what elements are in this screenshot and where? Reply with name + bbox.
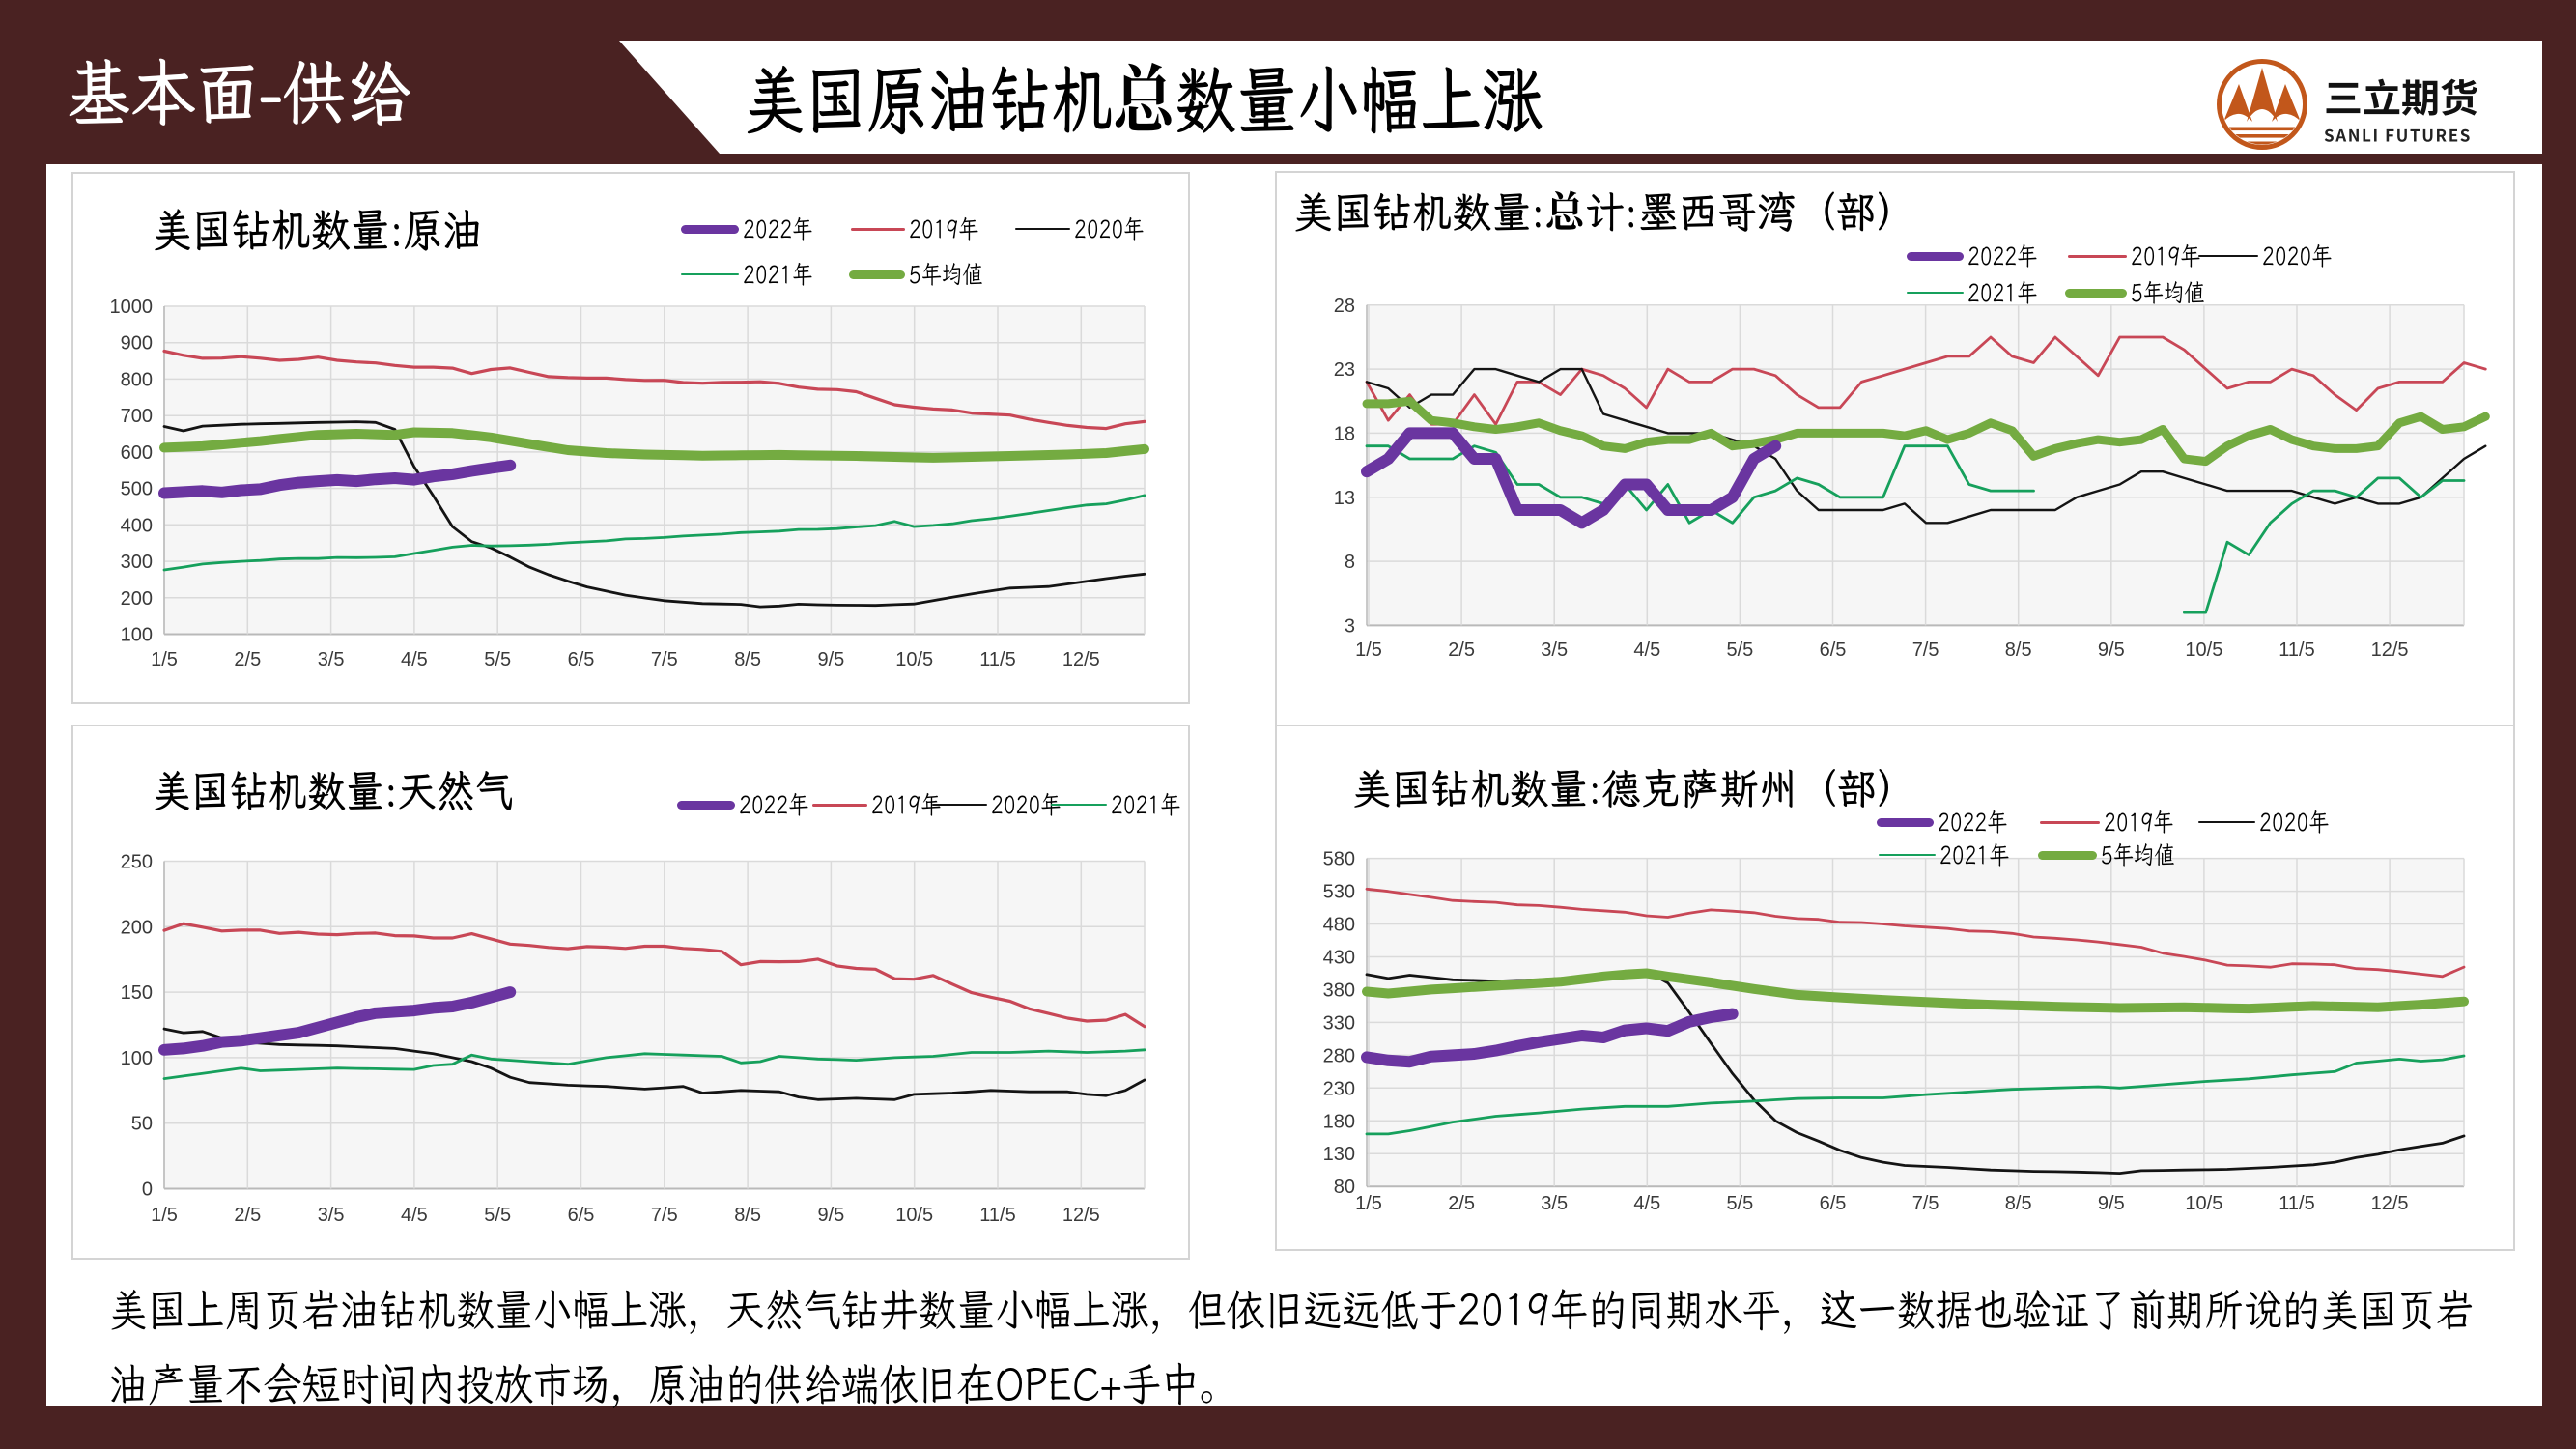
svg-text:11/5: 11/5 [2279, 639, 2314, 661]
svg-text:12/5: 12/5 [2371, 1193, 2409, 1214]
svg-text:250: 250 [121, 852, 153, 873]
svg-text:130: 130 [1323, 1144, 1355, 1165]
svg-text:2/5: 2/5 [1448, 1193, 1475, 1214]
svg-text:10/5: 10/5 [895, 1205, 933, 1226]
svg-text:230: 230 [1323, 1078, 1355, 1099]
svg-text:400: 400 [121, 515, 153, 536]
svg-text:700: 700 [121, 406, 153, 427]
svg-text:100: 100 [121, 1048, 153, 1069]
svg-text:1/5: 1/5 [1355, 639, 1382, 661]
svg-text:380: 380 [1323, 980, 1355, 1001]
svg-text:4/5: 4/5 [401, 649, 428, 670]
svg-text:150: 150 [121, 982, 153, 1004]
svg-text:23: 23 [1334, 359, 1355, 381]
svg-text:600: 600 [121, 442, 153, 464]
svg-text:8: 8 [1345, 552, 1355, 573]
svg-text:430: 430 [1323, 948, 1355, 969]
svg-text:4/5: 4/5 [1633, 639, 1660, 661]
svg-text:200: 200 [121, 588, 153, 610]
svg-text:3/5: 3/5 [318, 1205, 345, 1226]
svg-text:10/5: 10/5 [895, 649, 933, 670]
svg-text:9/5: 9/5 [817, 1205, 844, 1226]
svg-text:330: 330 [1323, 1012, 1355, 1034]
svg-text:0: 0 [142, 1179, 153, 1201]
svg-text:13: 13 [1334, 488, 1355, 509]
svg-text:480: 480 [1323, 915, 1355, 936]
svg-text:6/5: 6/5 [1820, 1193, 1847, 1214]
svg-text:100: 100 [121, 625, 153, 646]
svg-text:11/5: 11/5 [979, 649, 1015, 670]
svg-text:8/5: 8/5 [734, 1205, 761, 1226]
svg-text:28: 28 [1334, 296, 1355, 317]
svg-text:3/5: 3/5 [1541, 639, 1568, 661]
svg-text:8/5: 8/5 [734, 649, 761, 670]
svg-text:2/5: 2/5 [1448, 639, 1475, 661]
svg-text:800: 800 [121, 369, 153, 390]
svg-text:4/5: 4/5 [1633, 1193, 1660, 1214]
svg-text:500: 500 [121, 479, 153, 500]
svg-text:8/5: 8/5 [2005, 639, 2032, 661]
svg-text:50: 50 [131, 1114, 153, 1135]
svg-text:5/5: 5/5 [484, 1205, 511, 1226]
svg-text:6/5: 6/5 [568, 1205, 595, 1226]
svg-text:2/5: 2/5 [234, 1205, 261, 1226]
svg-text:2/5: 2/5 [234, 649, 261, 670]
svg-text:180: 180 [1323, 1111, 1355, 1132]
svg-text:7/5: 7/5 [1912, 1193, 1939, 1214]
svg-text:530: 530 [1323, 882, 1355, 903]
svg-text:9/5: 9/5 [2098, 639, 2125, 661]
svg-text:300: 300 [121, 552, 153, 573]
svg-text:5/5: 5/5 [1726, 639, 1753, 661]
svg-text:200: 200 [121, 917, 153, 938]
svg-text:7/5: 7/5 [1912, 639, 1939, 661]
svg-text:3/5: 3/5 [1541, 1193, 1568, 1214]
svg-text:12/5: 12/5 [1062, 649, 1100, 670]
svg-text:11/5: 11/5 [979, 1205, 1015, 1226]
svg-text:1/5: 1/5 [151, 1205, 178, 1226]
svg-text:10/5: 10/5 [2185, 639, 2222, 661]
svg-text:6/5: 6/5 [568, 649, 595, 670]
svg-text:3: 3 [1345, 615, 1355, 637]
svg-text:6/5: 6/5 [1820, 639, 1847, 661]
svg-text:900: 900 [121, 333, 153, 355]
svg-text:1/5: 1/5 [151, 649, 178, 670]
svg-text:5/5: 5/5 [484, 649, 511, 670]
svg-text:580: 580 [1323, 849, 1355, 870]
svg-text:280: 280 [1323, 1045, 1355, 1066]
svg-text:80: 80 [1334, 1177, 1355, 1198]
svg-text:10/5: 10/5 [2185, 1193, 2222, 1214]
svg-text:5/5: 5/5 [1726, 1193, 1753, 1214]
svg-text:8/5: 8/5 [2005, 1193, 2032, 1214]
svg-text:12/5: 12/5 [1062, 1205, 1100, 1226]
svg-text:1000: 1000 [110, 297, 154, 318]
svg-text:9/5: 9/5 [817, 649, 844, 670]
svg-text:7/5: 7/5 [651, 649, 678, 670]
svg-text:18: 18 [1334, 423, 1355, 444]
svg-text:3/5: 3/5 [318, 649, 345, 670]
svg-text:12/5: 12/5 [2371, 639, 2409, 661]
svg-text:4/5: 4/5 [401, 1205, 428, 1226]
svg-text:7/5: 7/5 [651, 1205, 678, 1226]
svg-text:9/5: 9/5 [2098, 1193, 2125, 1214]
svg-text:11/5: 11/5 [2279, 1193, 2314, 1214]
svg-text:1/5: 1/5 [1355, 1193, 1382, 1214]
